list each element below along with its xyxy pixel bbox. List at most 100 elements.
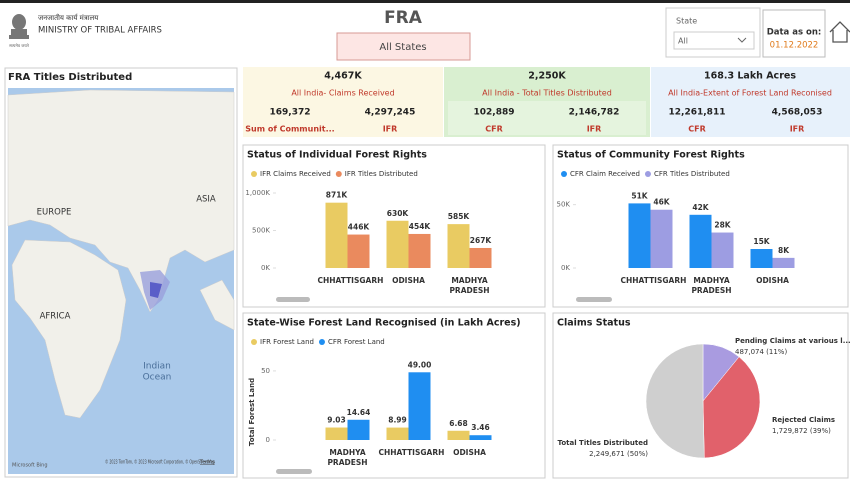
x-tick-label: ODISHA [392, 276, 425, 285]
legend-label: IFR Forest Land [260, 338, 314, 346]
bar [325, 202, 348, 268]
data-label: 3.46 [471, 423, 490, 432]
kpi-item-label: IFR [383, 125, 398, 134]
map-land [7, 89, 235, 419]
kpi-item-value: 4,568,053 [772, 108, 823, 118]
bar [689, 214, 712, 268]
data-label: 51K [631, 191, 648, 200]
y-axis-label: Total Forest Land [248, 378, 256, 446]
bar [469, 247, 492, 268]
date-value: 01.12.2022 [770, 41, 819, 51]
data-label: 267K [470, 236, 493, 245]
data-label: 42K [692, 203, 709, 212]
data-label: 446K [348, 223, 371, 232]
scrollbar[interactable] [276, 469, 312, 474]
y-tick-label: 50 [261, 367, 270, 375]
pie-slice [702, 356, 761, 459]
bar [386, 427, 409, 440]
kpi-total: 2,250K [528, 71, 566, 82]
map-terms: Terms [199, 460, 215, 466]
legend-swatch [644, 171, 651, 177]
state-label: State [676, 17, 697, 26]
map-label: EUROPE [37, 208, 72, 218]
data-label: 630K [387, 209, 410, 218]
map-label: Ocean [143, 373, 172, 383]
slice-label: Rejected Claims [772, 416, 835, 424]
x-tick-label: MADHYA PRADESH [691, 276, 732, 295]
kpi-item-label: IFR [790, 125, 805, 134]
x-tick-label: ODISHA [756, 276, 789, 285]
x-tick-label: ODISHA [453, 448, 486, 457]
legend-swatch [251, 171, 257, 177]
kpi-card [243, 67, 443, 137]
kpi-item-value: 4,297,245 [365, 108, 416, 118]
bar [447, 430, 470, 440]
legend-swatch [561, 171, 567, 177]
bar [408, 233, 431, 268]
legend-label: IFR Claims Received [260, 170, 331, 178]
legend-swatch [251, 339, 257, 345]
state-value: All [678, 37, 688, 46]
y-tick-label: 0 [266, 436, 270, 444]
slice-label: Pending Claims at various l... [735, 337, 850, 345]
bar [650, 209, 673, 268]
map-label: AFRICA [40, 312, 71, 322]
legend-label: CFR Forest Land [328, 338, 385, 346]
kpi-item-value: 12,261,811 [669, 108, 726, 118]
bar [347, 419, 370, 440]
motto: सत्यमेव जयते [9, 43, 29, 48]
bar [628, 203, 651, 268]
legend-swatch [318, 339, 325, 345]
kpi-item-value: 169,372 [270, 108, 311, 118]
all-states-button[interactable] [336, 32, 471, 61]
y-tick-label: 50K [557, 201, 571, 209]
legend-label: IFR Titles Distributed [345, 170, 418, 178]
chart-title: Status of Community Forest Rights [557, 150, 745, 161]
kpi-label: All India- Claims Received [291, 89, 394, 98]
data-label: 14.64 [347, 408, 371, 417]
data-label: 49.00 [408, 360, 432, 369]
filter-button-label: All States [379, 42, 426, 53]
kpi-inner [448, 101, 646, 135]
scrollbar[interactable] [576, 297, 612, 302]
home-icon[interactable] [829, 21, 850, 43]
data-label: 9.03 [327, 416, 346, 425]
kpi-label: All India - Total Titles Distributed [482, 89, 612, 98]
slice-value: 1,729,872 (39%) [772, 427, 831, 435]
y-tick-label: 1,000K [245, 189, 270, 197]
bar [386, 220, 409, 268]
kpi-item-label: Sum of Communit... [245, 125, 334, 134]
bar [772, 257, 795, 268]
kpi-item-label: CFR [485, 125, 503, 134]
data-label: 8.99 [388, 416, 407, 425]
top-bar [0, 0, 850, 3]
map-label: ASIA [196, 195, 216, 205]
scrollbar[interactable] [276, 297, 310, 302]
pie-slice [645, 343, 705, 459]
bar [469, 435, 492, 440]
kpi-label: All India-Extent of Forest Land Reconise… [668, 89, 832, 98]
kpi-item-value: 2,146,782 [569, 108, 620, 118]
data-label: 8K [778, 246, 790, 255]
legend-label: CFR Claim Received [570, 170, 640, 178]
map-attribution: © 2023 TomTom, © 2023 Microsoft Corporat… [105, 459, 215, 466]
kpi-card [651, 67, 850, 137]
bar [408, 372, 431, 440]
kpi-item-label: CFR [688, 125, 706, 134]
slice-value: 487,074 (11%) [735, 348, 787, 356]
map-label: Indian [143, 362, 171, 372]
bar [711, 232, 734, 268]
kpi-item-label: IFR [587, 125, 602, 134]
data-label: 585K [448, 212, 471, 221]
data-label: 454K [409, 222, 432, 231]
data-label: 15K [753, 237, 770, 246]
state-dropdown[interactable] [673, 31, 755, 50]
map-title: FRA Titles Distributed [8, 72, 132, 83]
kpi-total: 4,467K [324, 71, 362, 82]
chart-title: Claims Status [557, 318, 631, 329]
data-label: 28K [714, 221, 731, 230]
chart-title: Status of Individual Forest Rights [247, 150, 427, 161]
x-tick-label: CHHATTISGARH [378, 448, 445, 457]
